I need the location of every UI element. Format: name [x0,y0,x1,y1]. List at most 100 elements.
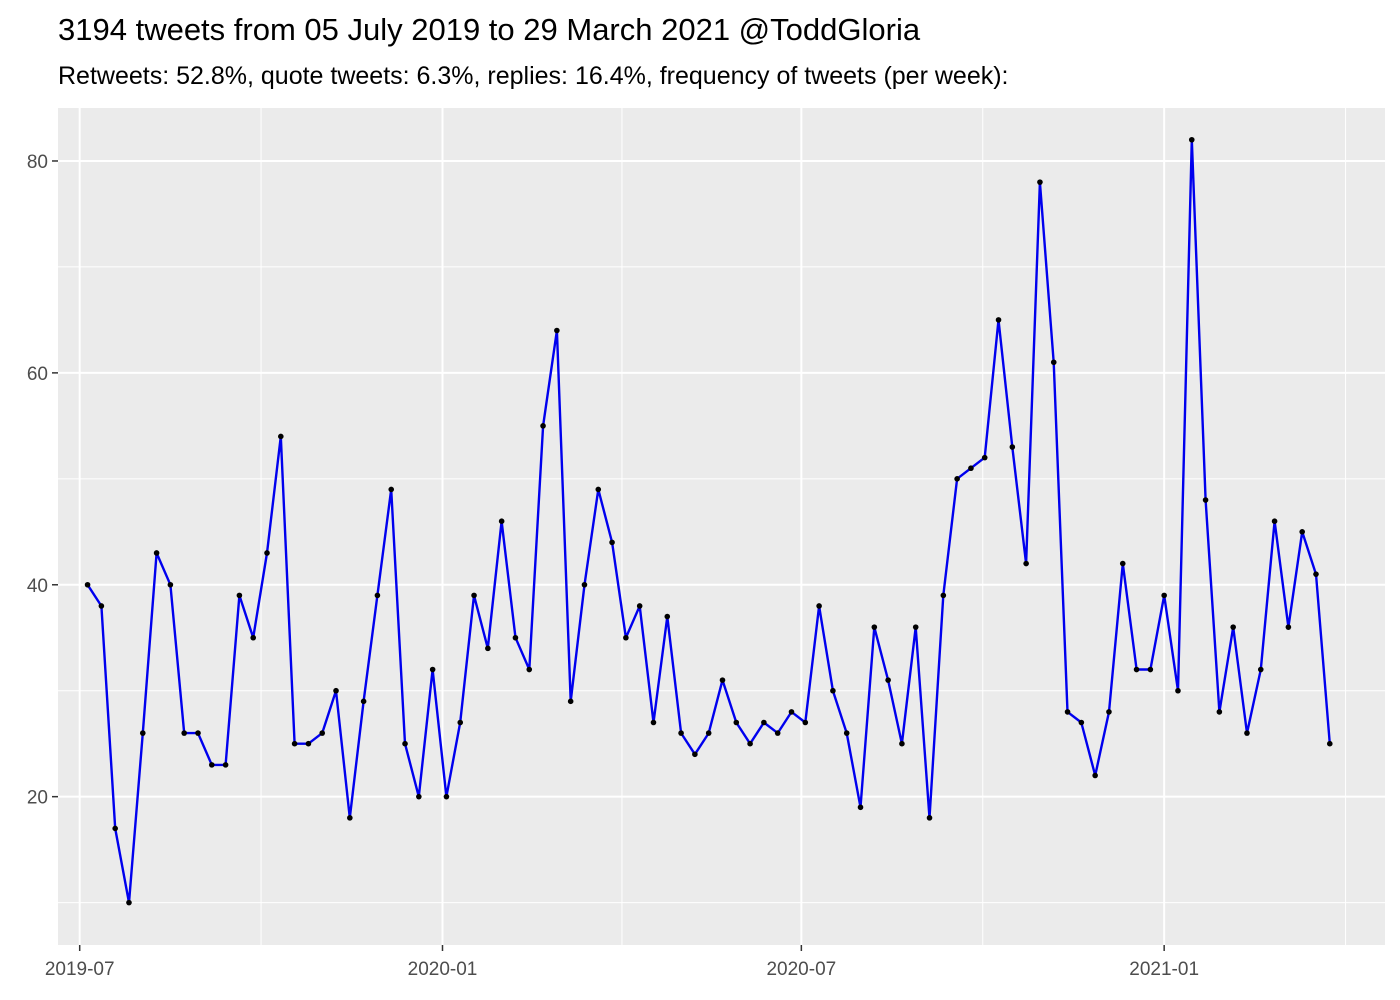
chart-title: 3194 tweets from 05 July 2019 to 29 Marc… [58,12,921,47]
data-point [733,719,740,726]
chart-subtitle: Retweets: 52.8%, quote tweets: 6.3%, rep… [58,62,1009,90]
y-tick-label: 80 [27,152,48,173]
data-point [1050,359,1057,366]
data-point [1078,719,1085,726]
data-point [1009,444,1016,450]
data-point [1299,528,1305,535]
data-point [278,433,284,440]
data-point [954,476,960,482]
data-point [981,454,988,461]
data-point [595,486,602,493]
data-point [416,793,422,800]
data-point [153,550,160,556]
data-point [443,793,450,800]
data-point [1119,560,1126,567]
data-point [761,719,767,726]
data-point [940,592,947,599]
y-tick-label: 60 [27,364,48,385]
data-point [1271,518,1278,525]
data-point [471,592,477,599]
data-point [1188,136,1195,143]
data-point [747,740,753,747]
data-point [830,687,836,694]
data-point [305,740,312,747]
data-point [236,592,243,599]
data-point [181,730,187,736]
data-point [1257,666,1264,673]
data-point [347,815,353,821]
data-point [857,804,864,811]
data-point [788,709,795,715]
data-point [843,730,850,736]
data-point [222,762,229,768]
data-point [1244,730,1250,736]
data-point [1230,624,1236,630]
data-point [195,730,201,736]
data-point [1147,666,1154,673]
data-point [264,550,270,556]
data-point [774,730,781,736]
data-point [692,751,698,758]
data-point [84,581,91,588]
data-point [112,825,118,832]
data-point [554,327,560,334]
data-point [250,634,257,641]
data-point [816,603,822,609]
data-point [609,539,615,546]
data-point [664,613,671,620]
data-point [705,730,712,736]
data-point [498,518,505,525]
data-point [968,465,974,472]
data-point [512,634,519,641]
axes: 20 40 60 80 2019-07 2020-01 2020-07 2021-01 [27,152,1199,980]
data-point [429,666,436,673]
x-tick-label: 2021-01 [1129,959,1199,980]
data-point [1023,560,1029,567]
data-point [1202,497,1209,503]
data-point [98,603,105,609]
data-point [678,730,684,736]
data-point [885,677,891,683]
x-tick-label: 2019-07 [45,959,115,980]
data-point [388,486,395,493]
y-tick-label: 20 [27,788,48,809]
data-points [84,136,1333,906]
data-point [374,592,381,599]
data-point [623,634,629,641]
data-point [995,317,1002,323]
data-point [457,719,464,726]
data-point [319,730,326,736]
major-gridlines [58,108,1385,945]
data-point [360,698,367,705]
data-point [167,581,174,588]
data-point [1326,740,1333,747]
data-point [567,698,574,705]
data-point [1064,709,1071,715]
data-point [1106,709,1112,715]
data-point [650,719,657,726]
data-point [1313,571,1319,577]
data-point [1216,709,1223,715]
data-point [526,666,533,673]
x-tick-label: 2020-01 [408,959,478,980]
data-point [719,677,726,683]
data-point [540,423,546,429]
data-point [1161,592,1167,599]
data-point [1285,624,1292,630]
data-point [126,899,132,906]
data-point [139,730,146,736]
data-point [1037,179,1043,185]
data-point [402,740,408,747]
data-point [802,719,809,726]
data-point [912,624,919,630]
data-point [1175,687,1181,694]
data-point [871,624,878,630]
data-point [208,762,215,768]
data-point [636,603,643,609]
data-point [291,740,298,747]
data-point [899,740,905,747]
x-tick-label: 2020-07 [766,959,836,980]
data-point [1092,772,1098,779]
data-point [581,581,588,588]
